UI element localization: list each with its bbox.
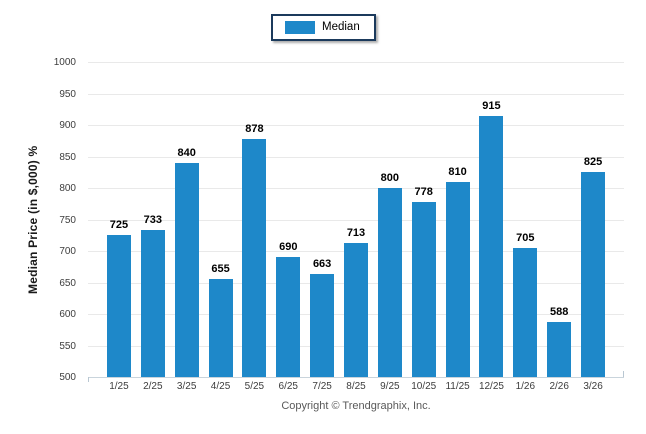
legend: Median	[271, 14, 376, 41]
bar-value-label: 915	[482, 99, 501, 112]
gridline	[88, 93, 624, 95]
gridline	[88, 188, 624, 189]
y-tick-label: 700	[59, 246, 76, 257]
bar-value-label: 655	[211, 263, 230, 276]
legend-label-median: Median	[322, 20, 360, 33]
y-tick-label: 650	[59, 277, 76, 289]
bar-value-label: 733	[143, 214, 162, 227]
y-tick-label: 600	[59, 309, 76, 320]
bar-value-label: 810	[448, 165, 467, 178]
bar-1/25	[106, 235, 131, 377]
y-tick-label: 950	[59, 88, 76, 100]
x-tick-label: 4/25	[210, 381, 231, 392]
bar-5/25	[242, 138, 267, 377]
y-tick-label: 850	[59, 151, 76, 163]
bar-8/25	[344, 242, 368, 377]
y-tick-label: 750	[59, 214, 76, 226]
x-tick-label: 2/25	[143, 381, 163, 392]
x-tick-label: 1/25	[109, 381, 129, 392]
copyright-text: Copyright © Trendgraphix, Inc.	[281, 400, 431, 412]
bar-value-label: 825	[583, 156, 603, 169]
bar-value-label: 690	[279, 241, 298, 254]
x-tick-label: 11/25	[445, 381, 470, 392]
y-tick-label: 1000	[53, 57, 76, 68]
bar-value-label: 778	[414, 185, 433, 198]
bar-4/25	[208, 279, 233, 377]
bar-12/25	[479, 115, 504, 377]
y-tick-label: 800	[59, 183, 76, 194]
bar-2/26	[547, 321, 572, 377]
gridline	[88, 156, 624, 158]
bar-value-label: 705	[516, 231, 535, 244]
x-tick-label: 9/25	[380, 381, 400, 392]
axis-end-tick	[623, 371, 624, 377]
gridline	[88, 219, 624, 221]
y-tick-label: 500	[59, 372, 76, 383]
x-tick-label: 1/26	[515, 381, 536, 392]
y-tick-label: 550	[59, 340, 76, 352]
bar-10/25	[411, 201, 436, 377]
bar-value-label: 713	[346, 226, 366, 239]
x-tick-label: 10/25	[411, 381, 437, 392]
plot-area: 725 733 840 655 878 690 663 713 800 778 810 915 705 5…	[88, 62, 624, 382]
bar-value-label: 663	[312, 258, 332, 271]
gridline	[88, 62, 624, 63]
x-tick-label: 2/26	[549, 381, 569, 392]
x-tick-label: 7/25	[312, 381, 332, 392]
bar-value-label: 878	[245, 122, 264, 135]
x-tick-label: 6/25	[278, 381, 298, 392]
bar-2/25	[140, 230, 165, 377]
bar-value-label: 588	[550, 305, 569, 318]
x-tick-label: 3/25	[176, 381, 197, 392]
bar-11/25	[445, 181, 470, 377]
x-tick-label: 8/25	[346, 381, 366, 392]
x-tick-label: 3/26	[583, 381, 603, 392]
bar-7/25	[310, 274, 335, 377]
y-tick-label: 900	[59, 120, 76, 131]
x-tick-label: 12/25	[478, 381, 504, 392]
bar-value-label: 725	[109, 219, 129, 232]
bar-1/26	[513, 247, 538, 377]
bar-9/25	[377, 188, 402, 377]
x-axis-line	[88, 377, 624, 378]
bar-6/25	[276, 257, 301, 377]
axis-end-tick	[88, 377, 89, 382]
bar-value-label: 800	[380, 172, 400, 184]
x-tick-label: 5/25	[244, 381, 265, 392]
legend-swatch-median	[285, 21, 315, 34]
gridline	[88, 125, 624, 126]
bar-3/26	[581, 172, 606, 377]
bar-value-label: 840	[177, 146, 196, 159]
bar-3/25	[174, 162, 199, 377]
